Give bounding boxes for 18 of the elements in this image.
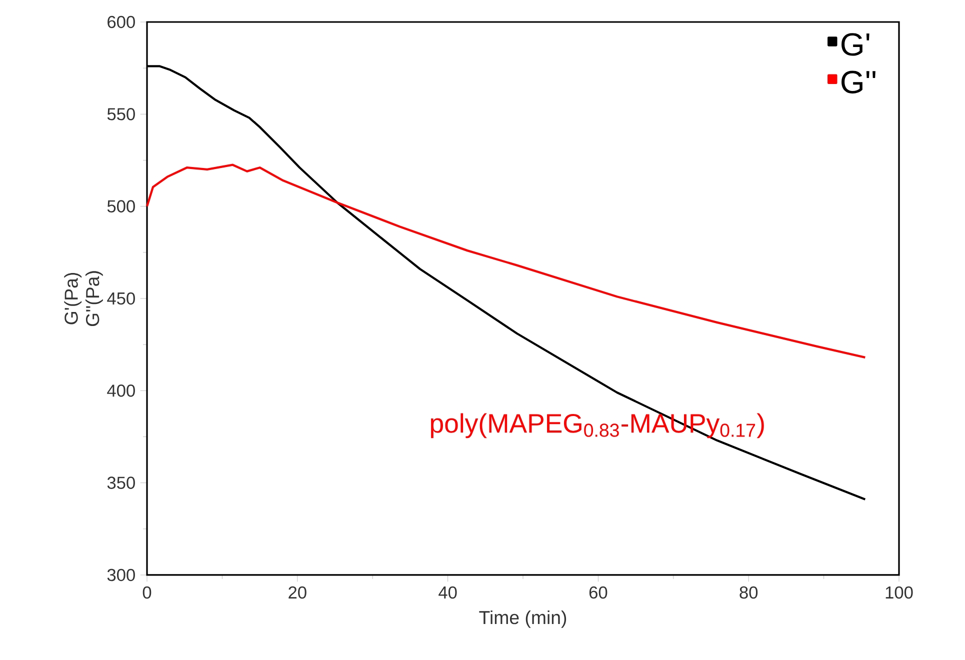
x-tick-label: 20: [288, 586, 306, 599]
y-tick-label: 400: [107, 384, 135, 397]
y-tick-label: 300: [107, 568, 135, 582]
x-tick-label: 60: [589, 586, 608, 599]
y-tick-label: 600: [108, 16, 135, 28]
y-tick-label: 350: [107, 476, 135, 489]
y-axis-title: G'(Pa) G''(Pa): [64, 271, 103, 326]
x-tick-label: 0: [142, 586, 152, 599]
y-tick-label: 500: [107, 200, 135, 212]
y-tick-label: 550: [107, 108, 135, 120]
y-tick-label: 450: [107, 292, 135, 305]
x-axis-title: Time (min): [479, 610, 566, 628]
x-tick-label: 100: [886, 586, 913, 599]
x-tick-label: 40: [438, 586, 457, 599]
line-series: [146, 164, 866, 359]
x-tick-label: 80: [740, 586, 758, 599]
legend-label: G': [842, 33, 870, 56]
legend-label: G'': [842, 70, 876, 94]
